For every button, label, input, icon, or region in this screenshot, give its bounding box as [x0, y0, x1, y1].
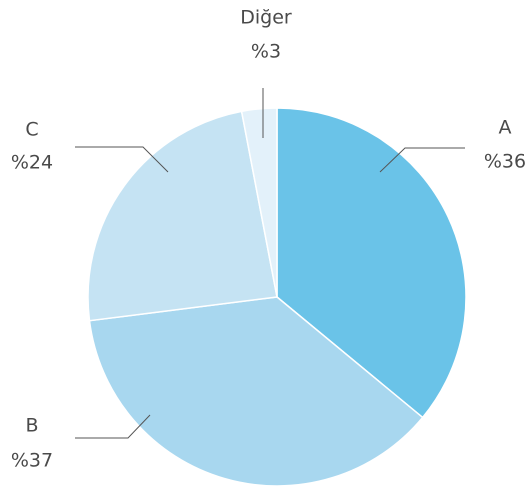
leader-line: [75, 414, 151, 439]
pie-slice: [240, 107, 278, 298]
slice-value-label: %36: [484, 151, 526, 173]
pie-slice: [276, 107, 467, 419]
leader-line: [379, 147, 465, 173]
pie-slice: [88, 296, 424, 487]
slice-label: Diğer: [240, 7, 292, 29]
leader-line: [75, 146, 169, 173]
slice-value-label: %24: [11, 152, 53, 174]
pie-slice: [87, 110, 278, 322]
slice-value-label: %37: [11, 450, 53, 472]
slice-label: A: [499, 117, 512, 139]
slice-value-label: %3: [251, 41, 281, 63]
slice-label: B: [25, 415, 38, 437]
slice-label: C: [25, 119, 38, 141]
